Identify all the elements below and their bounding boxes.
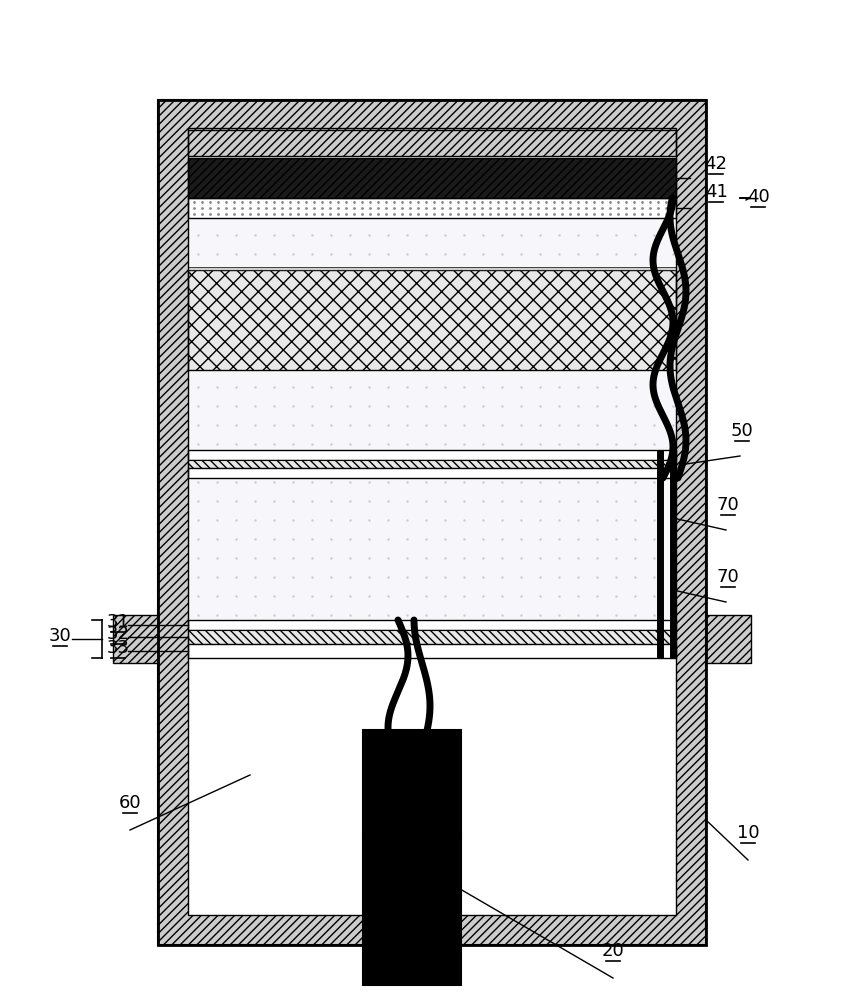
Bar — [188, 270, 676, 478]
Bar — [188, 130, 676, 915]
Bar — [188, 644, 676, 658]
Text: 70: 70 — [717, 568, 740, 586]
Text: 10: 10 — [737, 824, 759, 842]
Text: 50: 50 — [731, 422, 753, 440]
Text: 33: 33 — [107, 639, 130, 657]
Bar — [188, 450, 676, 460]
Bar — [188, 450, 676, 658]
Text: 60: 60 — [119, 794, 141, 812]
Bar — [188, 620, 676, 630]
Bar — [188, 130, 676, 915]
Bar — [158, 100, 706, 945]
Bar — [188, 158, 676, 198]
Bar — [706, 615, 751, 663]
Bar — [363, 835, 461, 985]
Bar — [188, 630, 676, 644]
Bar — [188, 130, 676, 658]
Text: 42: 42 — [705, 155, 727, 173]
Text: 32: 32 — [107, 625, 130, 643]
Bar — [188, 128, 676, 156]
Text: 70: 70 — [717, 496, 740, 514]
Text: 30: 30 — [48, 627, 71, 645]
Bar — [188, 198, 676, 218]
Text: 40: 40 — [746, 188, 769, 206]
Text: 20: 20 — [602, 942, 624, 960]
Bar — [113, 615, 158, 663]
Bar — [188, 267, 676, 270]
Bar — [188, 468, 676, 478]
Text: 31: 31 — [107, 613, 129, 631]
Bar — [363, 730, 461, 835]
Bar — [188, 460, 676, 468]
Bar — [158, 100, 706, 945]
Bar — [188, 270, 676, 370]
Text: 41: 41 — [705, 183, 727, 201]
